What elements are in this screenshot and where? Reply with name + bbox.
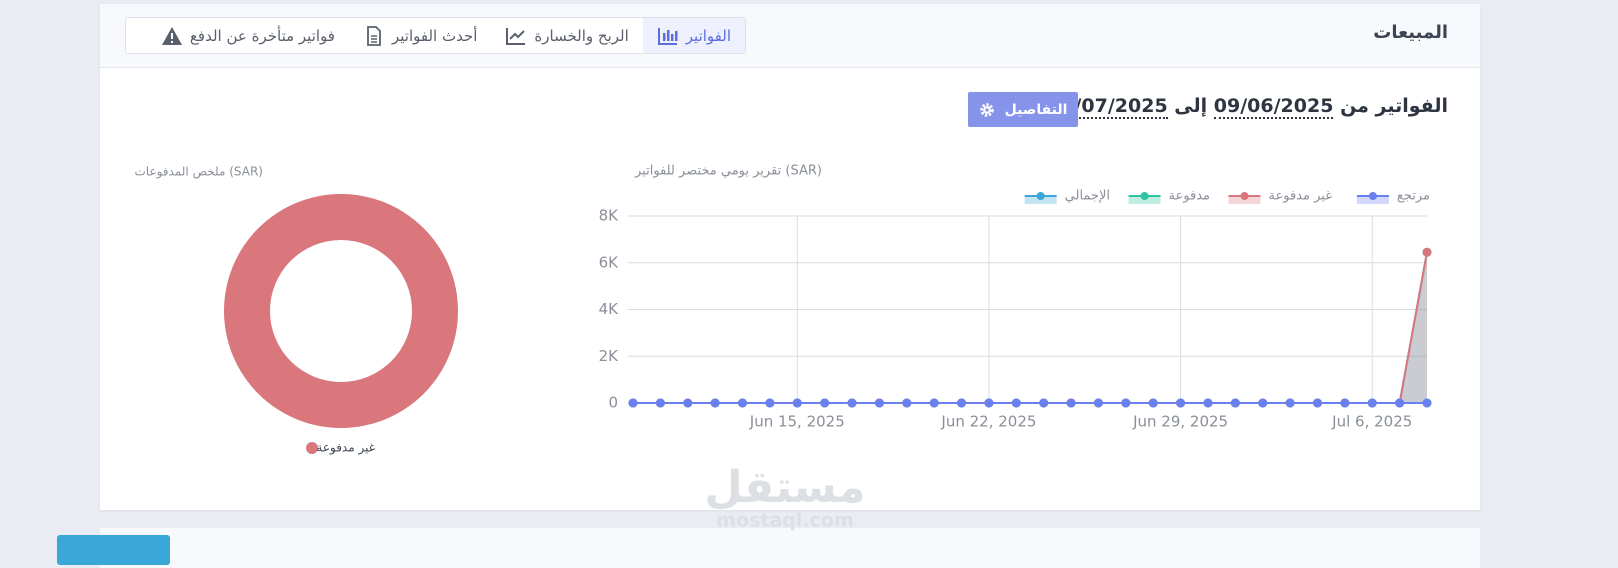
tab-label: الفواتير	[685, 26, 731, 45]
title-joiner: إلى	[1174, 95, 1208, 117]
tab[interactable]: أحدث الفواتير	[349, 18, 491, 53]
tab-label: فواتير متأخرة عن الدفع	[189, 26, 335, 45]
title-prefix: الفواتير من	[1340, 95, 1448, 117]
next-button[interactable]	[57, 535, 170, 565]
gear-icon	[979, 102, 994, 117]
tab[interactable]: الربح والخسارة	[491, 18, 642, 53]
line-icon	[506, 27, 526, 45]
tab[interactable]: الفواتير	[642, 18, 745, 53]
tab-bar: الفواتير الربح والخسارة أحدث الفواتير فو…	[125, 17, 746, 54]
bar-icon	[657, 27, 678, 45]
tab-label: أحدث الفواتير	[391, 26, 478, 45]
file-icon	[367, 25, 381, 46]
warning-icon	[161, 26, 182, 45]
report-title: الفواتير من 09/06/2025 إلى 09/07/2025	[1048, 95, 1448, 119]
details-button[interactable]: التفاصيل	[968, 92, 1078, 127]
card	[100, 4, 1480, 510]
date-from[interactable]: 09/06/2025	[1213, 95, 1334, 119]
page-title: المبيعات	[1373, 22, 1448, 43]
tab[interactable]: فواتير متأخرة عن الدفع	[147, 18, 349, 53]
next-card	[100, 528, 1480, 568]
tab-label: الربح والخسارة	[534, 26, 629, 45]
button-label: التفاصيل	[1004, 101, 1068, 118]
